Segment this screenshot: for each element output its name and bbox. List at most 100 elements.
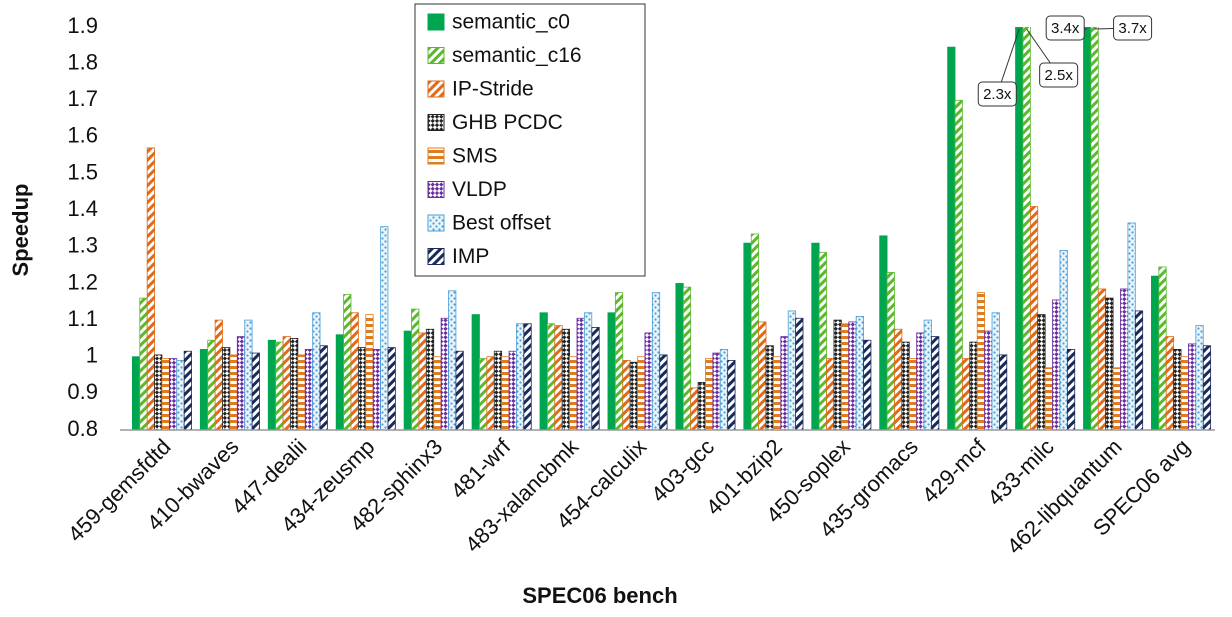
bar <box>161 358 170 431</box>
bar <box>139 297 148 431</box>
bar <box>1059 250 1068 431</box>
bar <box>1195 325 1204 431</box>
callout-box <box>1113 15 1153 41</box>
bar <box>448 290 457 431</box>
bar <box>1120 288 1129 431</box>
y-tick-label: 1.6 <box>67 123 98 148</box>
legend-label: GHB PCDC <box>452 111 563 134</box>
y-tick-label: 1.2 <box>67 269 98 294</box>
bar <box>697 381 706 431</box>
bar <box>947 46 956 431</box>
bar <box>614 292 624 431</box>
x-tick-label: 429-mcf <box>917 433 991 507</box>
bar <box>1083 27 1092 431</box>
bars <box>131 27 1212 431</box>
callout-label: 3.7x <box>1118 20 1147 37</box>
bar <box>312 312 321 431</box>
bar <box>554 325 563 431</box>
bar <box>1158 266 1167 431</box>
bar <box>743 242 752 431</box>
bar <box>705 358 714 431</box>
bar <box>275 341 284 431</box>
bar <box>1022 27 1031 431</box>
bar <box>523 323 532 431</box>
bar <box>168 358 178 431</box>
x-axis-title: SPEC06 bench <box>522 583 677 608</box>
bar <box>818 251 827 431</box>
bar <box>1188 343 1197 431</box>
bar <box>765 345 774 431</box>
bar <box>290 338 299 431</box>
bar <box>357 347 367 431</box>
bar <box>131 356 141 431</box>
legend-label: semantic_c0 <box>452 11 570 34</box>
bar <box>1097 288 1107 431</box>
callout-label: 2.3x <box>983 86 1012 103</box>
bar <box>486 356 495 431</box>
bar <box>539 312 548 431</box>
bar <box>501 356 510 431</box>
legend-label: SMS <box>452 145 498 168</box>
callout-box <box>1045 15 1085 41</box>
bar <box>350 312 359 431</box>
bar <box>840 323 850 431</box>
bar <box>607 312 616 431</box>
bar <box>1029 206 1039 431</box>
legend-swatch <box>427 147 445 165</box>
bar <box>380 226 389 431</box>
bar <box>659 354 668 431</box>
bar <box>282 336 291 431</box>
bar <box>682 286 692 431</box>
bar <box>719 348 729 431</box>
bar <box>1037 314 1046 431</box>
y-tick-label: 1.4 <box>67 196 98 221</box>
legend-swatch <box>427 248 445 265</box>
bar <box>1044 367 1053 431</box>
bar <box>229 354 238 431</box>
bar <box>879 235 888 431</box>
bar <box>493 350 503 431</box>
bar <box>1052 299 1061 431</box>
bar <box>207 339 216 431</box>
legend-swatch <box>427 214 445 232</box>
bar <box>1112 367 1121 431</box>
bar <box>1090 27 1099 431</box>
bar <box>826 358 835 431</box>
bar <box>1180 356 1189 431</box>
bar <box>561 328 570 431</box>
bar <box>886 272 895 431</box>
bar <box>622 359 631 431</box>
legend-label: semantic_c16 <box>452 44 582 67</box>
bar <box>976 292 986 431</box>
bar <box>644 332 653 431</box>
x-tick-label: 462-libquantum <box>1002 434 1127 559</box>
bar <box>251 352 260 431</box>
bar <box>923 319 932 431</box>
bar <box>214 319 223 431</box>
callout-label: 2.5x <box>1044 67 1073 84</box>
bar <box>651 292 661 431</box>
callout-box <box>1039 62 1079 88</box>
bar <box>750 233 760 431</box>
bar <box>690 387 699 431</box>
bar <box>433 356 442 431</box>
bar <box>479 358 488 431</box>
bar <box>372 348 381 431</box>
bar <box>908 358 918 431</box>
callout-box <box>977 81 1017 107</box>
bar <box>471 314 480 431</box>
bar <box>1105 297 1114 431</box>
bar <box>637 356 646 431</box>
bar <box>1134 310 1144 431</box>
bar <box>1015 27 1024 431</box>
bar <box>863 339 872 431</box>
bar <box>773 356 782 431</box>
bar <box>440 317 449 431</box>
bar <box>629 361 638 431</box>
foreground: 0.80.911.11.21.31.41.51.61.71.81.9459-ge… <box>63 3 1215 559</box>
legend-swatch <box>427 13 445 31</box>
legend-swatch <box>427 114 445 131</box>
y-tick-label: 1.9 <box>67 13 98 38</box>
legend-box <box>414 3 646 277</box>
